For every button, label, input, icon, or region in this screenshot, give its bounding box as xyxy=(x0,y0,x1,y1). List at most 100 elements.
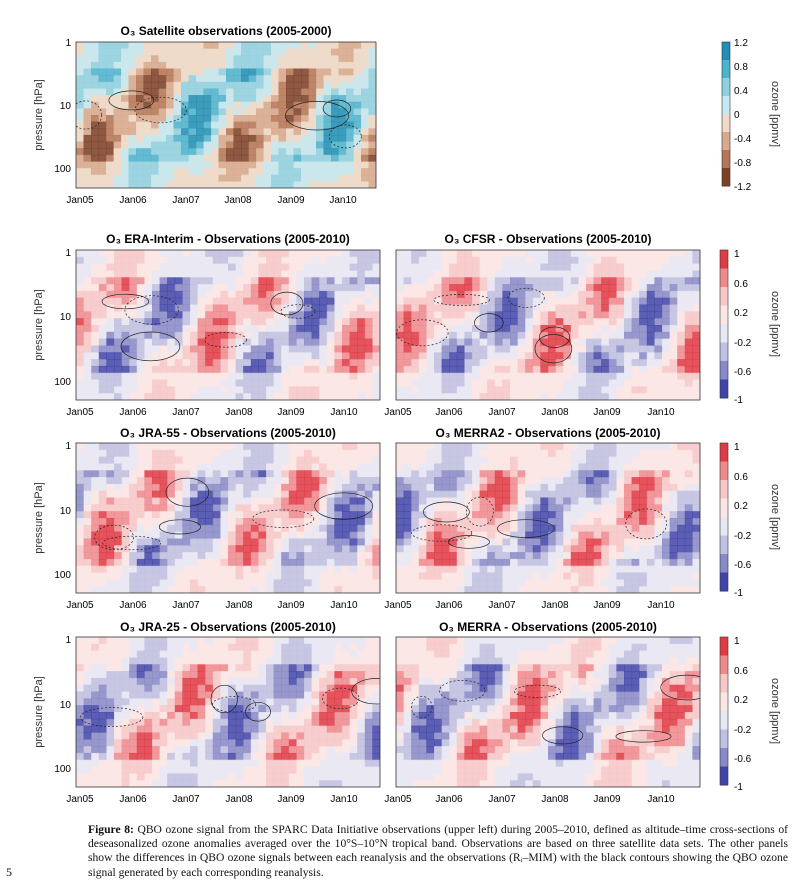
colorbar-tick: 0.2 xyxy=(734,308,748,319)
panel-merra2: O₃ MERRA2 - Observations (2005-2010) Jan… xyxy=(384,426,701,611)
colorbar-tick: 0 xyxy=(734,110,740,121)
x-tick-jan07: Jan07 xyxy=(172,195,200,206)
x-tick-jan07: Jan07 xyxy=(488,600,516,611)
colorbar-tick: -0.4 xyxy=(734,134,752,145)
anomaly-field xyxy=(76,42,376,188)
colorbar-row2: 1 0.6 0.2 -0.2 -0.6 -1 ozone [ppmv] xyxy=(719,442,781,599)
x-tick-jan05: Jan05 xyxy=(384,600,412,611)
panel-title: O₃ Satellite observations (2005-2000) xyxy=(121,24,332,38)
colorbar-tick: 1.2 xyxy=(734,38,748,49)
figure: O₃ Satellite observations (2005-2000) pr… xyxy=(33,24,781,805)
x-tick-jan05: Jan05 xyxy=(66,794,94,805)
panel-satellite-observations: O₃ Satellite observations (2005-2000) pr… xyxy=(33,24,377,206)
colorbar-tick: 0.2 xyxy=(734,695,748,706)
x-tick-jan05: Jan05 xyxy=(66,195,94,206)
y-tick-100: 100 xyxy=(54,377,71,388)
x-tick-jan05: Jan05 xyxy=(384,407,412,418)
y-tick-100: 100 xyxy=(54,764,71,775)
panel-merra: O₃ MERRA - Observations (2005-2010) Jan0… xyxy=(384,620,701,805)
y-tick-1: 1 xyxy=(65,38,71,49)
x-tick-jan09: Jan09 xyxy=(277,195,305,206)
y-axis-label: pressure [hPa] xyxy=(33,289,45,361)
colorbar-tick: 1 xyxy=(734,636,740,647)
anomaly-field xyxy=(76,443,380,593)
plot-frame xyxy=(395,442,701,594)
x-tick-jan06: Jan06 xyxy=(119,195,147,206)
colorbar-tick: -0.2 xyxy=(734,338,752,349)
panel-title: O₃ JRA-25 - Observations (2005-2010) xyxy=(120,620,336,634)
panel-title: O₃ ERA-Interim - Observations (2005-2010… xyxy=(106,232,350,246)
x-tick-jan06: Jan06 xyxy=(119,794,147,805)
x-tick-jan06: Jan06 xyxy=(119,407,147,418)
y-axis-label: pressure [hPa] xyxy=(33,79,45,151)
colorbar-tick: -0.6 xyxy=(734,754,752,765)
colorbar-swatches xyxy=(720,443,728,592)
panel-era-interim: O₃ ERA-Interim - Observations (2005-2010… xyxy=(33,232,381,418)
x-tick-jan09: Jan09 xyxy=(277,600,305,611)
x-tick-jan08: Jan08 xyxy=(541,600,569,611)
x-tick-jan09: Jan09 xyxy=(593,407,621,418)
anomaly-field xyxy=(396,443,700,593)
plot-frame xyxy=(75,249,381,401)
x-tick-jan10: Jan10 xyxy=(329,195,357,206)
x-tick-jan07: Jan07 xyxy=(172,794,200,805)
panel-title: O₃ MERRA - Observations (2005-2010) xyxy=(439,620,657,634)
y-tick-1: 1 xyxy=(65,248,71,259)
caption-label: Figure 8: xyxy=(88,823,134,836)
x-tick-jan06: Jan06 xyxy=(435,600,463,611)
colorbar-swatches xyxy=(722,42,730,187)
x-tick-jan08: Jan08 xyxy=(541,794,569,805)
colorbar-tick: 0.6 xyxy=(734,472,748,483)
x-tick-jan06: Jan06 xyxy=(435,794,463,805)
figure-caption: Figure 8: QBO ozone signal from the SPAR… xyxy=(88,823,788,880)
colorbar-satellite: 1.2 0.8 0.4 0 -0.4 -0.8 -1.2 ozone [ppmv… xyxy=(721,38,781,193)
x-tick-jan09: Jan09 xyxy=(277,794,305,805)
colorbar-frame xyxy=(719,442,729,592)
y-tick-1: 1 xyxy=(65,635,71,646)
colorbar-frame xyxy=(719,249,729,399)
colorbar-frame xyxy=(721,41,731,187)
caption-text: QBO ozone signal from the SPARC Data Ini… xyxy=(88,823,789,879)
colorbar-label: ozone [ppmv] xyxy=(769,484,781,550)
x-tick-jan05: Jan05 xyxy=(66,600,94,611)
colorbar-tick: -0.2 xyxy=(734,531,752,542)
x-tick-jan10: Jan10 xyxy=(647,794,675,805)
x-tick-jan07: Jan07 xyxy=(172,600,200,611)
x-tick-jan08: Jan08 xyxy=(225,794,253,805)
x-tick-jan10: Jan10 xyxy=(647,407,675,418)
y-tick-1: 1 xyxy=(65,441,71,452)
plot-frame xyxy=(395,249,701,401)
anomaly-field xyxy=(396,637,700,787)
x-tick-jan10: Jan10 xyxy=(330,407,358,418)
colorbar-row1: 1 0.6 0.2 -0.2 -0.6 -1 ozone [ppmv] xyxy=(719,249,781,406)
x-tick-jan10: Jan10 xyxy=(647,600,675,611)
panel-cfsr: O₃ CFSR - Observations (2005-2010) Jan05… xyxy=(384,232,701,418)
panel-jra-25: O₃ JRA-25 - Observations (2005-2010) pre… xyxy=(33,620,381,805)
x-tick-jan08: Jan08 xyxy=(224,195,252,206)
anomaly-field xyxy=(76,637,380,787)
x-tick-jan10: Jan10 xyxy=(330,794,358,805)
x-tick-jan09: Jan09 xyxy=(593,600,621,611)
colorbar-tick: -0.6 xyxy=(734,560,752,571)
x-tick-jan05: Jan05 xyxy=(384,794,412,805)
colorbar-tick: -0.2 xyxy=(734,725,752,736)
y-axis-label: pressure [hPa] xyxy=(33,676,45,748)
colorbar-label: ozone [ppmv] xyxy=(769,678,781,744)
x-tick-jan06: Jan06 xyxy=(435,407,463,418)
x-tick-jan09: Jan09 xyxy=(277,407,305,418)
colorbar-tick: -1 xyxy=(734,395,743,406)
colorbar-tick: 1 xyxy=(734,442,740,453)
y-axis-label: pressure [hPa] xyxy=(33,482,45,554)
line-number: 5 xyxy=(6,865,12,879)
colorbar-row3: 1 0.6 0.2 -0.2 -0.6 -1 ozone [ppmv] xyxy=(719,636,781,793)
colorbar-tick: 0.2 xyxy=(734,501,748,512)
colorbar-tick: -1 xyxy=(734,782,743,793)
x-tick-jan07: Jan07 xyxy=(488,407,516,418)
x-tick-jan09: Jan09 xyxy=(593,794,621,805)
y-tick-10: 10 xyxy=(60,700,72,711)
panel-jra-55: O₃ JRA-55 - Observations (2005-2010) pre… xyxy=(33,426,381,611)
colorbar-label: ozone [ppmv] xyxy=(769,81,781,147)
colorbar-tick: -0.6 xyxy=(734,367,752,378)
x-tick-jan07: Jan07 xyxy=(488,794,516,805)
y-tick-10: 10 xyxy=(60,506,72,517)
